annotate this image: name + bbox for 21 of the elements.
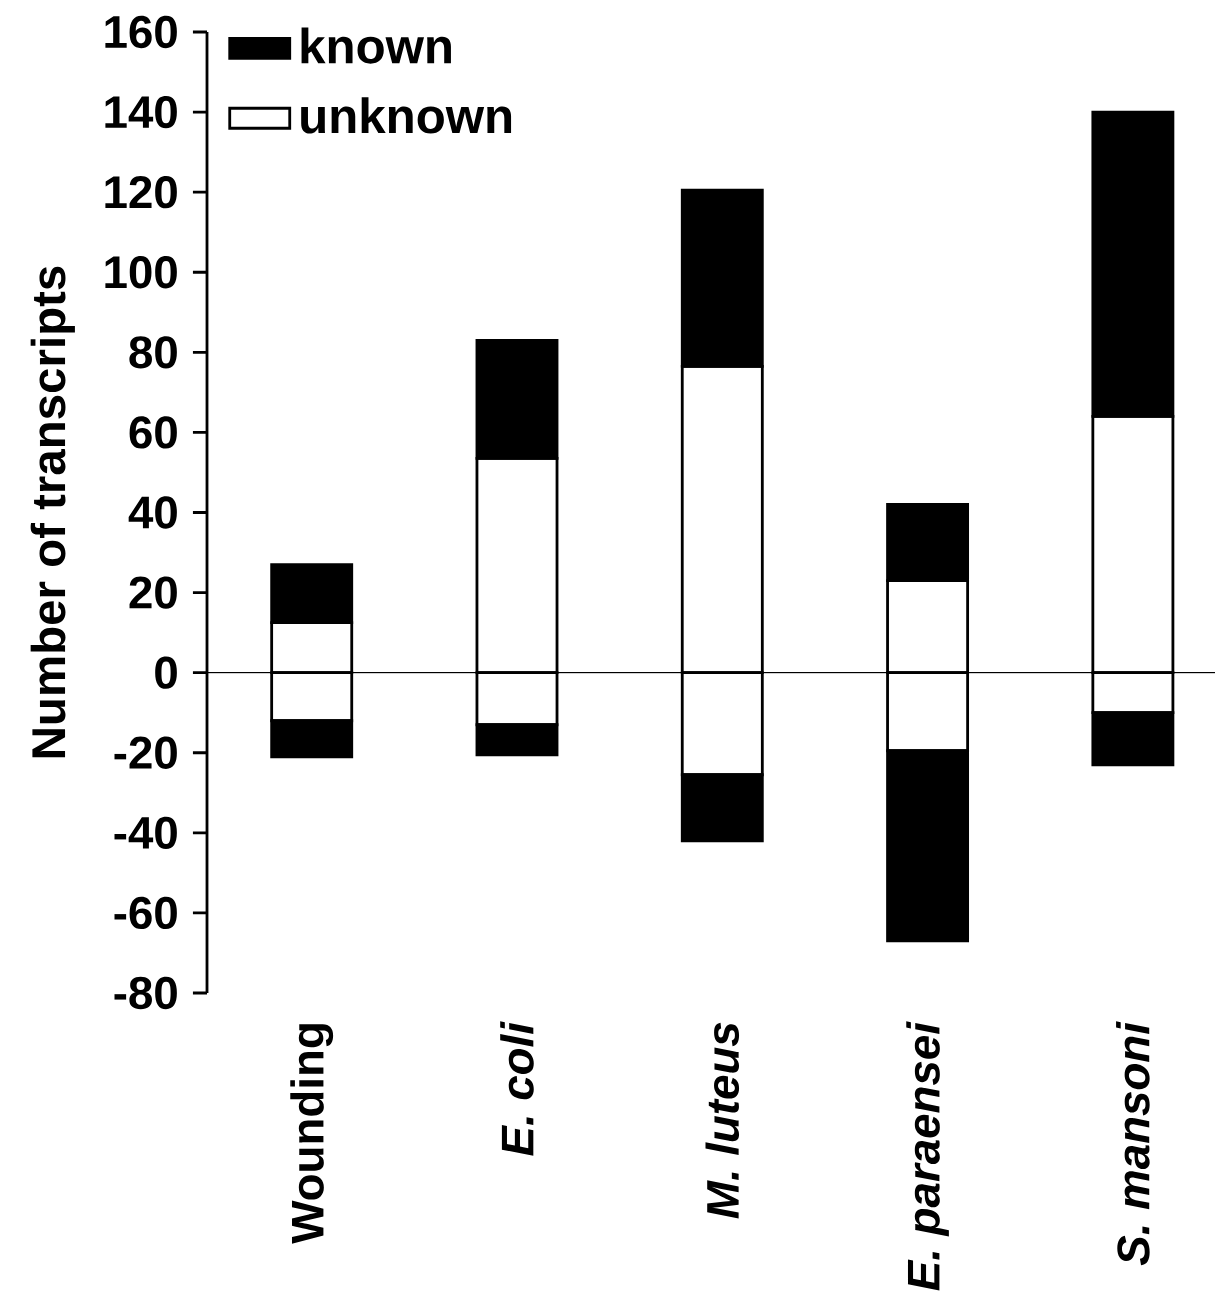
x-tick-label: E. coli (500, 1021, 534, 1156)
y-tick-label: 160 (105, 15, 177, 49)
y-tick-label: 20 (129, 576, 177, 609)
y-tick-label: 40 (128, 496, 177, 529)
x-tick-label: M. luteus (705, 1022, 740, 1219)
y-tick-label: 120 (105, 175, 177, 209)
y-tick-label: 0 (155, 656, 177, 689)
y-tick-label: -40 (114, 816, 177, 850)
x-tick-label: E. paraensei (906, 1021, 949, 1291)
y-axis-title: Number of transcripts (30, 266, 75, 758)
y-tick-label: 60 (129, 416, 177, 449)
y-tick-label: -60 (114, 896, 177, 930)
legend-label: unknown (301, 97, 512, 134)
y-tick-label: 100 (105, 256, 177, 289)
y-tick-label: -80 (114, 976, 177, 1010)
legend-label: known (301, 27, 451, 64)
x-tick-label: Wounding (290, 1024, 334, 1244)
x-tick-label: S. mansoni (1116, 1021, 1150, 1266)
y-tick-label: -20 (114, 736, 177, 769)
y-tick-label: 140 (105, 95, 177, 129)
y-tick-label: 80 (129, 336, 177, 369)
